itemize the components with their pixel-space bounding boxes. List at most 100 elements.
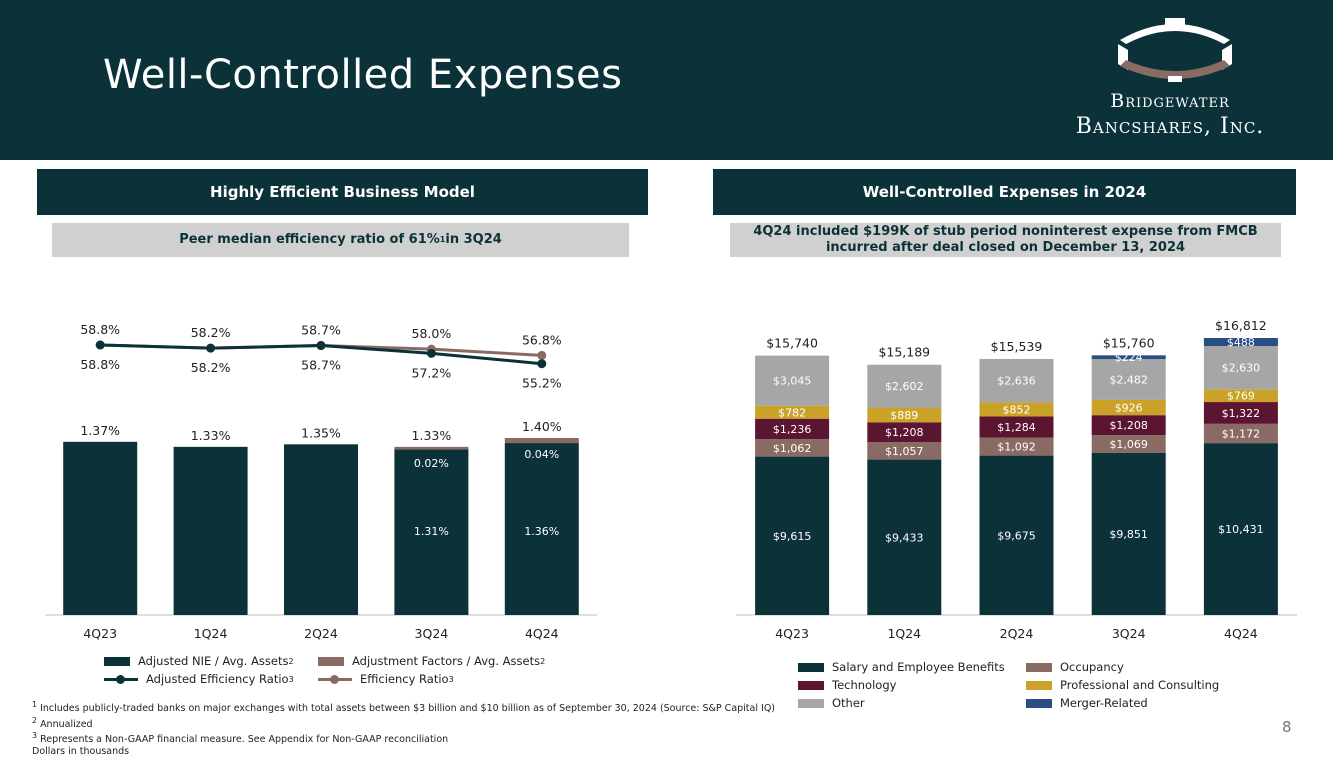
bar-total-label: $16,812: [1215, 318, 1267, 333]
stack-segment-other: [755, 355, 830, 406]
legend-label: Technology: [832, 678, 897, 692]
bar-total-label: $15,539: [991, 339, 1043, 354]
segment-value-label: $224: [1115, 351, 1143, 364]
stack-segment-other: [1091, 359, 1166, 400]
left-panel-header: Highly Efficient Business Model: [37, 169, 648, 215]
x-tick-label: 4Q24: [525, 626, 559, 641]
legend-footnote-mark: 3: [448, 674, 454, 684]
subheader-footnote-mark: 1: [439, 235, 446, 244]
logo-water: [1120, 60, 1230, 79]
right-panel-header: Well-Controlled Expenses in 2024: [713, 169, 1296, 215]
point-adjusted-efficiency-ratio: [426, 348, 436, 358]
x-tick-label: 4Q23: [83, 626, 117, 641]
page-title: Well-Controlled Expenses: [103, 52, 623, 98]
left-panel-subheader: Peer median efficiency ratio of 61% 1 in …: [52, 223, 629, 257]
segment-value-label: $10,431: [1218, 523, 1264, 536]
logo-base: [1168, 76, 1182, 82]
page-number: 8: [1282, 718, 1292, 736]
adjusted-efficiency-ratio-label: 57.2%: [412, 365, 452, 380]
legend-swatch: [1026, 698, 1052, 708]
legend-line-swatch: [318, 674, 352, 684]
stack-segment-occupancy: [1203, 423, 1278, 444]
stack-segment-salary-and-employee-benefits: [979, 455, 1054, 615]
bar-total-label: $15,740: [766, 336, 818, 351]
legend-label: Adjusted NIE / Avg. Assets: [138, 654, 289, 668]
logo-keystone: [1165, 18, 1185, 26]
segment-value-label: $488: [1227, 336, 1255, 349]
expenses-chart: $9,615 $1,062 $1,236 $782 $3,045 $15,740 4Q23 $…: [736, 318, 1297, 641]
legend-label: Efficiency Ratio: [360, 672, 449, 686]
legend-item: Other: [798, 696, 865, 710]
footnote-text: Represents a Non-GAAP financial measure.…: [40, 734, 449, 746]
legend-item: Adjustment Factors / Avg. Assets 2: [318, 654, 545, 668]
segment-value-label: $9,675: [997, 529, 1036, 542]
stack-segment-other: [979, 358, 1054, 403]
footnote-text: Includes publicly-traded banks on major …: [40, 703, 775, 715]
segment-value-label: $1,172: [1222, 427, 1261, 440]
adjusted-efficiency-ratio-label: 55.2%: [522, 376, 562, 391]
legend-item: Professional and Consulting: [1026, 678, 1219, 692]
legend-swatch: [1026, 680, 1052, 690]
legend-label: Merger-Related: [1060, 696, 1148, 710]
footnote-mark: 2: [32, 715, 38, 725]
bar-total-label: $15,189: [878, 345, 930, 360]
footnote-mark: 1: [32, 700, 38, 709]
stack-segment-professional-and-consulting: [1091, 399, 1166, 416]
subheader-line2: incurred after deal closed on December 1…: [825, 240, 1186, 255]
segment-value-label: $1,057: [885, 445, 924, 458]
subheader-text: Peer median efficiency ratio of 61%: [179, 232, 440, 247]
point-efficiency-ratio: [537, 350, 547, 360]
legend-footnote-mark: 2: [540, 656, 546, 666]
bar-adjusted-label: 1.31%: [414, 525, 449, 538]
segment-value-label: $9,851: [1109, 528, 1148, 541]
right-panel-subheader: 4Q24 included $199K of stub period nonin…: [730, 223, 1281, 257]
logo-arch-top: [1120, 24, 1230, 44]
adjusted-efficiency-ratio-label: 58.2%: [191, 360, 231, 375]
bar-adjusted-label: 1.36%: [524, 525, 559, 538]
legend-line-swatch: [104, 674, 138, 684]
stack-segment-merger-related: [1203, 338, 1278, 347]
legend-swatch: [1026, 662, 1052, 672]
legend-item: Adjusted Efficiency Ratio 3: [104, 672, 294, 686]
stack-segment-professional-and-consulting: [867, 407, 942, 423]
stack-segment-salary-and-employee-benefits: [755, 456, 830, 615]
stack-segment-occupancy: [979, 437, 1054, 456]
stack-segment-technology: [867, 422, 942, 443]
bar-adjusted-nie: [394, 449, 469, 615]
legend-swatch: [104, 656, 130, 666]
stack-segment-salary-and-employee-benefits: [867, 459, 942, 615]
stack-segment-salary-and-employee-benefits: [1091, 452, 1166, 615]
efficiency-chart: 1.37% 4Q23 1.33% 1Q24 1.35% 2Q24 1.33% 1.31% 0.0…: [45, 322, 597, 641]
bar-adjusted-nie: [284, 444, 358, 615]
legend-item: Adjusted NIE / Avg. Assets 2: [104, 654, 294, 668]
bar-total-label: 1.33%: [191, 428, 231, 443]
legend-label: Occupancy: [1060, 660, 1124, 674]
segment-value-label: $852: [1003, 403, 1031, 416]
header-band: [0, 0, 1333, 160]
x-tick-label: 2Q24: [1000, 626, 1034, 641]
segment-value-label: $1,236: [773, 423, 812, 436]
bar-adjusted-nie: [173, 446, 248, 615]
stack-segment-other: [1203, 346, 1278, 390]
segment-value-label: $1,069: [1109, 438, 1148, 451]
efficiency-ratio-label: 58.0%: [412, 326, 452, 341]
legend-swatch: [318, 656, 344, 666]
bar-total-label: $15,760: [1103, 335, 1155, 350]
x-tick-label: 2Q24: [304, 626, 338, 641]
segment-value-label: $1,092: [997, 441, 1036, 454]
point-adjusted-efficiency-ratio: [206, 343, 216, 353]
legend-label: Adjustment Factors / Avg. Assets: [352, 654, 541, 668]
company-logo-icon: [1118, 18, 1232, 82]
segment-value-label: $1,208: [885, 426, 924, 439]
segment-value-label: $3,045: [773, 375, 812, 388]
x-tick-label: 4Q24: [1224, 626, 1258, 641]
footnotes: 1 Includes publicly-traded banks on majo…: [32, 699, 775, 757]
bar-total-label: 1.37%: [80, 423, 120, 438]
legend-item: Occupancy: [1026, 660, 1124, 674]
legend-label: Adjusted Efficiency Ratio: [146, 672, 289, 686]
stack-segment-technology: [755, 418, 830, 440]
point-adjusted-efficiency-ratio: [537, 359, 547, 369]
bar-adjustment-factors: [394, 446, 469, 450]
bar-factor-label: 0.02%: [414, 457, 449, 470]
logo-text-line1: Bridgewater: [1110, 90, 1230, 112]
